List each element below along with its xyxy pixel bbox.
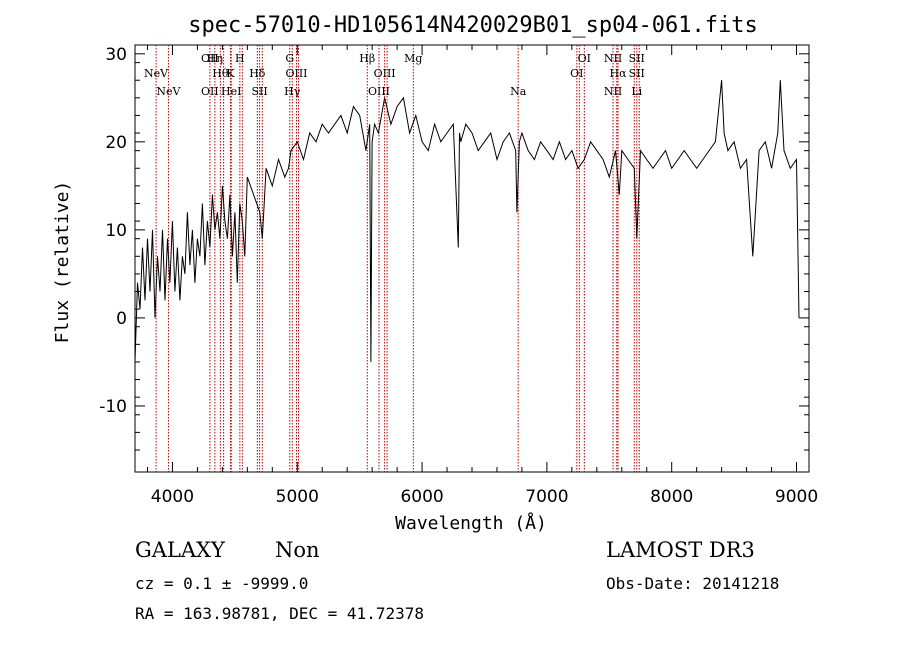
spectral-line-label: OIII — [285, 67, 307, 80]
spectral-line-label: Hθ — [212, 67, 229, 80]
ra-dec-coordinates: RA = 163.98781, DEC = 41.72378 — [135, 604, 424, 623]
spectral-line-label: NII — [604, 85, 622, 98]
y-tick-label: -10 — [99, 397, 127, 417]
x-tick-label: 5000 — [276, 487, 319, 507]
spectral-line-label: OIII — [374, 67, 396, 80]
spectral-line-label: Hδ — [249, 67, 266, 80]
spectral-line-label: OI — [578, 52, 591, 65]
spectral-line-label: SII — [251, 85, 267, 98]
y-tick-label: 10 — [105, 221, 127, 241]
spectral-line-labels: NeVNeVOIIOIIHηHθHeIKHHδSIIGOIIIHγHβOIIIO… — [144, 52, 645, 98]
object-class: GALAXY — [135, 538, 225, 562]
spectrum-line — [134, 80, 800, 362]
spectral-line-label: OIII — [368, 85, 390, 98]
spectral-line-label: Hβ — [359, 52, 375, 65]
y-axis-ticks: -10 0 10 20 30 — [99, 45, 809, 451]
spectral-line-label: Mg — [404, 52, 422, 65]
spectral-line-markers — [155, 45, 640, 472]
spectral-line-label: H — [235, 52, 245, 65]
x-tick-label: 7000 — [525, 487, 568, 507]
spectral-line-label: Li — [631, 85, 642, 98]
spectral-line-label: OII — [201, 52, 219, 65]
spectral-line-label: OI — [570, 67, 583, 80]
x-tick-label: 9000 — [775, 487, 818, 507]
spectral-line-label: NeV — [156, 85, 181, 98]
y-tick-label: 0 — [116, 309, 127, 329]
spectral-line-label: SII — [629, 67, 645, 80]
spectral-line-label: HeI — [221, 85, 241, 98]
y-tick-label: 20 — [105, 133, 127, 153]
spectral-line-label: Hγ — [284, 85, 301, 98]
spectral-line-label: Hα — [610, 67, 628, 80]
spectral-line-label: SII — [629, 52, 645, 65]
spectral-line-label: NII — [604, 52, 622, 65]
spectral-line-label: K — [226, 67, 235, 80]
chart-title: spec-57010-HD105614N420029B01_sp04-061.f… — [188, 13, 758, 38]
spectral-line-label: Hη — [207, 52, 223, 65]
x-axis-label: Wavelength (Å) — [395, 512, 547, 534]
spectral-line-label: G — [285, 52, 294, 65]
spectral-line-label: NeV — [144, 67, 169, 80]
redshift-cz: cz = 0.1 ± -9999.0 — [135, 574, 309, 593]
observation-date: Obs-Date: 20141218 — [606, 574, 780, 593]
spectral-line-label: Na — [510, 85, 527, 98]
spectral-line-label: OII — [201, 85, 219, 98]
object-subclass: Non — [275, 538, 320, 562]
x-tick-label: 4000 — [151, 487, 194, 507]
y-axis-label: Flux (relative) — [52, 181, 73, 344]
x-axis-ticks: 4000 5000 6000 7000 8000 9000 — [146, 45, 818, 507]
spectrum-chart: spec-57010-HD105614N420029B01_sp04-061.f… — [52, 13, 818, 534]
x-tick-label: 6000 — [400, 487, 443, 507]
x-tick-label: 8000 — [650, 487, 693, 507]
y-tick-label: 30 — [105, 45, 127, 65]
survey-name: LAMOST DR3 — [606, 538, 755, 562]
